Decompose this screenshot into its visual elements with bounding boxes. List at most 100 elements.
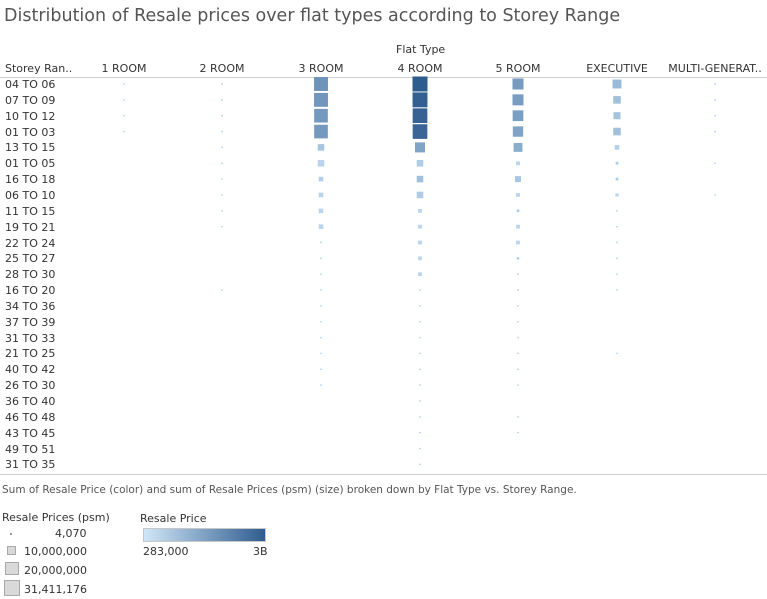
heatmap-mark[interactable] <box>517 305 519 307</box>
row-label[interactable]: 40 TO 42 <box>5 363 56 377</box>
heatmap-mark[interactable] <box>517 384 519 386</box>
row-label[interactable]: 11 TO 15 <box>5 204 56 218</box>
heatmap-mark[interactable] <box>419 432 421 434</box>
row-label[interactable]: 21 TO 25 <box>5 347 56 361</box>
row-label[interactable]: 31 TO 35 <box>5 458 56 472</box>
heatmap-mark[interactable] <box>516 209 520 213</box>
row-label[interactable]: 36 TO 40 <box>5 395 56 408</box>
heatmap-mark[interactable] <box>714 99 716 101</box>
heatmap-mark[interactable] <box>314 92 328 107</box>
heatmap-mark[interactable] <box>419 336 421 339</box>
heatmap-mark[interactable] <box>320 273 322 275</box>
column-dimension-header[interactable]: Flat Type <box>396 43 446 56</box>
heatmap-mark[interactable] <box>517 336 519 339</box>
heatmap-mark[interactable] <box>517 368 519 370</box>
row-label[interactable]: 34 TO 36 <box>5 299 56 313</box>
heatmap-mark[interactable] <box>412 92 428 108</box>
row-label[interactable]: 46 TO 48 <box>5 410 56 424</box>
heatmap-mark[interactable] <box>418 224 422 229</box>
heatmap-mark[interactable] <box>419 463 421 466</box>
heatmap-mark[interactable] <box>419 384 421 386</box>
heatmap-mark[interactable] <box>512 78 524 90</box>
heatmap-mark[interactable] <box>221 99 223 101</box>
column-header-2-room[interactable]: 2 ROOM <box>199 62 245 75</box>
column-header-5-room[interactable]: 5 ROOM <box>495 62 541 75</box>
heatmap-mark[interactable] <box>221 289 223 291</box>
heatmap-mark[interactable] <box>412 76 428 92</box>
heatmap-mark[interactable] <box>320 368 322 370</box>
heatmap-mark[interactable] <box>318 208 324 214</box>
heatmap-mark[interactable] <box>616 257 618 260</box>
column-header-3-room[interactable]: 3 ROOM <box>298 62 344 75</box>
heatmap-mark[interactable] <box>612 79 622 89</box>
heatmap-mark[interactable] <box>314 124 328 139</box>
heatmap-mark[interactable] <box>412 124 428 139</box>
heatmap-mark[interactable] <box>516 224 520 229</box>
column-header-1-room[interactable]: 1 ROOM <box>101 62 147 75</box>
heatmap-mark[interactable] <box>516 193 520 197</box>
row-label[interactable]: 10 TO 12 <box>5 109 56 123</box>
row-label[interactable]: 13 TO 15 <box>5 141 56 155</box>
heatmap-mark[interactable] <box>320 384 322 386</box>
heatmap-mark[interactable] <box>714 194 716 196</box>
heatmap-mark[interactable] <box>419 289 421 291</box>
heatmap-mark[interactable] <box>414 142 425 153</box>
heatmap-mark[interactable] <box>320 352 322 355</box>
heatmap-mark[interactable] <box>516 257 520 260</box>
heatmap-mark[interactable] <box>320 289 322 291</box>
heatmap-mark[interactable] <box>616 352 618 355</box>
heatmap-mark[interactable] <box>616 273 618 275</box>
heatmap-mark[interactable] <box>320 305 322 307</box>
heatmap-mark[interactable] <box>123 83 125 85</box>
heatmap-mark[interactable] <box>516 161 520 166</box>
heatmap-mark[interactable] <box>517 273 519 275</box>
heatmap-mark[interactable] <box>615 161 619 165</box>
heatmap-mark[interactable] <box>314 108 328 123</box>
heatmap-mark[interactable] <box>516 240 520 245</box>
heatmap-mark[interactable] <box>318 224 324 229</box>
heatmap-mark[interactable] <box>613 96 621 104</box>
heatmap-mark[interactable] <box>221 225 223 228</box>
heatmap-mark[interactable] <box>419 352 421 355</box>
heatmap-mark[interactable] <box>318 176 324 182</box>
column-header-multi-generation[interactable]: MULTI-GENERAT.. <box>668 62 762 75</box>
row-label[interactable]: 16 TO 18 <box>5 173 56 187</box>
heatmap-mark[interactable] <box>517 416 519 418</box>
heatmap-mark[interactable] <box>416 159 424 167</box>
heatmap-mark[interactable] <box>714 83 716 85</box>
heatmap-mark[interactable] <box>123 130 125 133</box>
heatmap-mark[interactable] <box>419 447 421 450</box>
row-dimension-header[interactable]: Storey Ran.. <box>5 62 73 75</box>
row-label[interactable]: 07 TO 09 <box>5 93 56 107</box>
heatmap-mark[interactable] <box>123 115 125 117</box>
heatmap-mark[interactable] <box>419 416 421 418</box>
heatmap-mark[interactable] <box>320 257 322 260</box>
heatmap-mark[interactable] <box>515 176 521 183</box>
row-label[interactable]: 49 TO 51 <box>5 442 56 456</box>
heatmap-mark[interactable] <box>616 225 618 228</box>
heatmap-mark[interactable] <box>412 108 428 124</box>
row-label[interactable]: 25 TO 27 <box>5 252 56 266</box>
row-label[interactable]: 37 TO 39 <box>5 315 56 329</box>
heatmap-mark[interactable] <box>714 162 716 164</box>
heatmap-mark[interactable] <box>221 178 223 180</box>
row-label[interactable]: 01 TO 05 <box>5 157 56 171</box>
heatmap-mark[interactable] <box>123 99 125 101</box>
row-label[interactable]: 43 TO 45 <box>5 426 56 440</box>
heatmap-mark[interactable] <box>317 159 325 167</box>
heatmap-mark[interactable] <box>714 115 716 117</box>
row-label[interactable]: 06 TO 10 <box>5 188 56 202</box>
heatmap-mark[interactable] <box>517 289 519 291</box>
heatmap-mark[interactable] <box>517 321 519 323</box>
heatmap-mark[interactable] <box>221 210 223 212</box>
heatmap-mark[interactable] <box>418 256 422 261</box>
row-label[interactable]: 28 TO 30 <box>5 268 56 282</box>
row-label[interactable]: 19 TO 21 <box>5 220 56 234</box>
row-label[interactable]: 16 TO 20 <box>5 284 56 298</box>
heatmap-mark[interactable] <box>221 130 223 133</box>
heatmap-mark[interactable] <box>614 145 620 150</box>
heatmap-mark[interactable] <box>418 272 422 277</box>
heatmap-mark[interactable] <box>221 83 223 85</box>
heatmap-mark[interactable] <box>416 191 424 199</box>
heatmap-mark[interactable] <box>419 321 421 323</box>
